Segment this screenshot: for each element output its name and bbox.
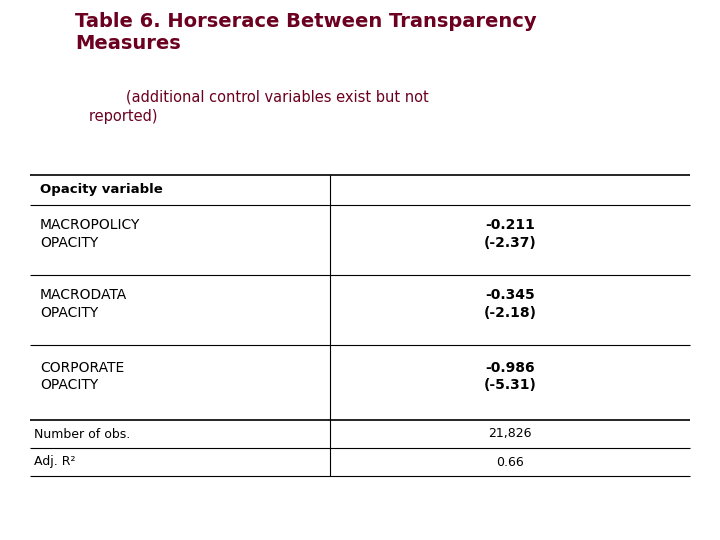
Text: (additional control variables exist but not
   reported): (additional control variables exist but … xyxy=(75,90,428,124)
Text: MACROPOLICY
OPACITY: MACROPOLICY OPACITY xyxy=(40,218,140,249)
Text: MACRODATA
OPACITY: MACRODATA OPACITY xyxy=(40,288,127,320)
Text: Table 6. Horserace Between Transparency
Measures: Table 6. Horserace Between Transparency … xyxy=(75,12,536,53)
Text: 21,826: 21,826 xyxy=(488,428,532,441)
Text: -0.211
(-2.37): -0.211 (-2.37) xyxy=(484,218,536,249)
Text: 0.66: 0.66 xyxy=(496,456,524,469)
Text: -0.986
(-5.31): -0.986 (-5.31) xyxy=(484,361,536,392)
Text: CORPORATE
OPACITY: CORPORATE OPACITY xyxy=(40,361,125,392)
Text: -0.345
(-2.18): -0.345 (-2.18) xyxy=(484,288,536,320)
Text: Adj. R²: Adj. R² xyxy=(34,456,76,469)
Text: Number of obs.: Number of obs. xyxy=(34,428,130,441)
Text: Opacity variable: Opacity variable xyxy=(40,184,163,197)
